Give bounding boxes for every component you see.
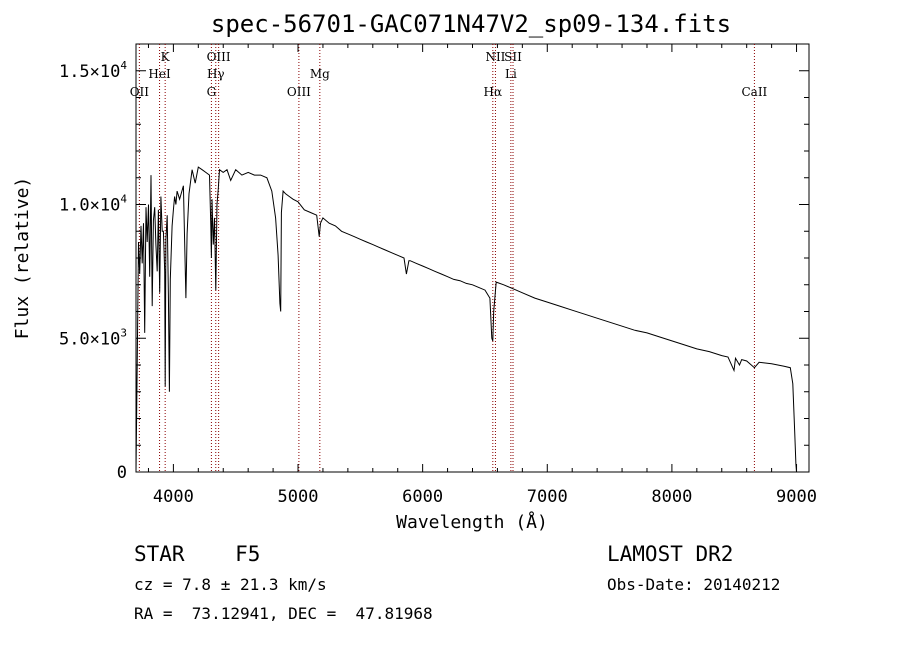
y-tick-label: 0 [117,463,127,483]
y-tick-label: 1.0×104 [59,193,127,216]
line-label: K [161,50,171,64]
x-tick-label: 5000 [278,487,319,507]
y-tick-label: 5.0×103 [59,326,127,349]
y-axis-label: Flux (relative) [12,177,33,340]
line-label: Li [505,67,517,81]
x-tick-label: 4000 [153,487,194,507]
spectrum-series [135,166,797,473]
line-label: G [207,85,217,99]
line-label: OIII [287,85,311,99]
x-tick-label: 8000 [651,487,692,507]
y-tick-mantissa: 5.0×10 [59,329,120,349]
line-label: HeI [148,67,171,81]
line-label: Hγ [207,67,225,81]
y-tick-exponent: 4 [120,59,127,72]
coordinates-info: RA = 73.12941, DEC = 47.81968 [134,604,433,623]
line-label: OIII [207,50,231,64]
y-tick-mantissa: 0 [117,463,127,483]
y-tick-mantissa: 1.0×10 [59,196,120,216]
line-label: NII [485,50,505,64]
spectrum-line [135,166,797,473]
line-label: OII [130,85,150,99]
line-label: SII [504,50,522,64]
redshift-info: cz = 7.8 ± 21.3 km/s [134,575,327,594]
y-tick-exponent: 3 [120,326,127,339]
line-label: Mg [310,67,330,81]
plot-frame [135,43,810,473]
y-tick-label: 1.5×104 [59,59,127,82]
x-axis-label: Wavelength (Å) [396,511,548,533]
line-label: CaII [741,85,767,99]
x-tick-label: 7000 [527,487,568,507]
y-tick-exponent: 4 [120,193,127,206]
survey-label: LAMOST DR2 [607,542,733,566]
x-tick-label: 6000 [402,487,443,507]
x-axis-ticks: 4000 5000 6000 7000 8000 9000 [147,44,817,507]
obs-date: Obs-Date: 20140212 [607,575,780,594]
x-tick-label: 9000 [776,487,817,507]
object-class: STAR F5 [134,542,260,566]
y-tick-mantissa: 1.5×10 [59,62,120,82]
line-label: Hα [484,85,503,99]
chart-title: spec-56701-GAC071N47V2_sp09-134.fits [211,10,731,38]
